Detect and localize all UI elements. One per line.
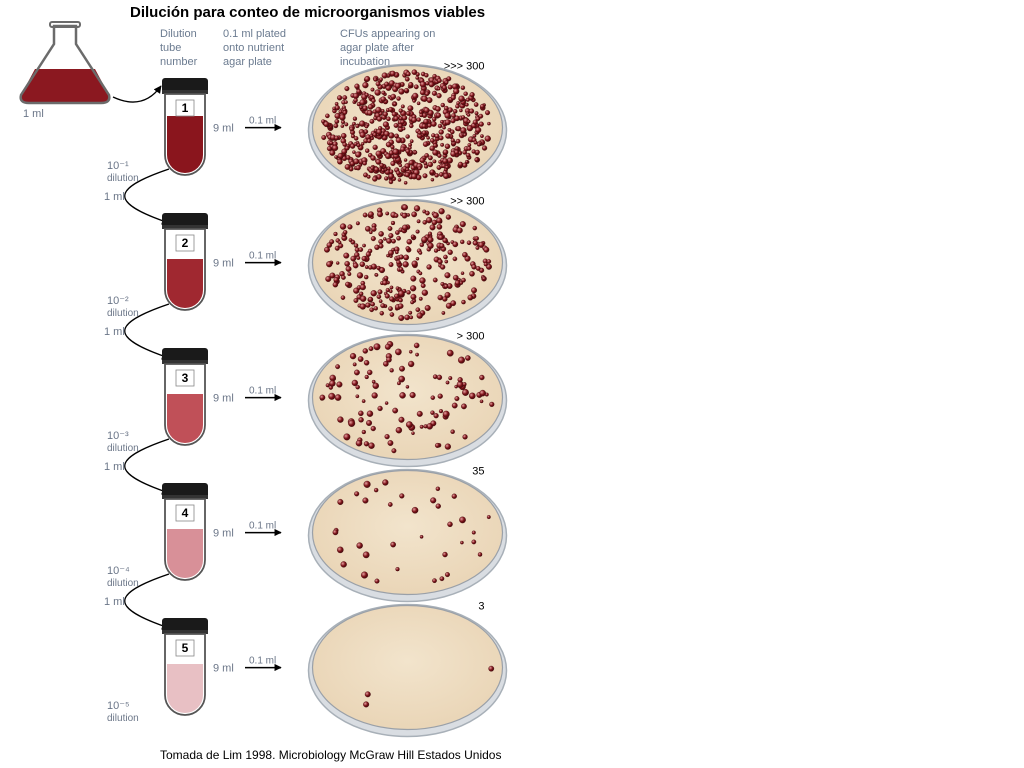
svg-text:35: 35 bbox=[472, 466, 484, 478]
svg-text:3: 3 bbox=[182, 371, 189, 385]
dilution-diagram: 1 ml110⁻¹dilution9 ml0.1 ml>>> 3001 ml21… bbox=[0, 0, 1024, 768]
flask bbox=[21, 22, 161, 103]
svg-text:0.1 ml: 0.1 ml bbox=[249, 251, 276, 262]
svg-text:0.1 ml: 0.1 ml bbox=[249, 116, 276, 127]
svg-text:dilution: dilution bbox=[107, 173, 139, 184]
svg-text:9 ml: 9 ml bbox=[213, 393, 234, 405]
svg-text:10⁻⁵: 10⁻⁵ bbox=[107, 700, 130, 712]
svg-text:10⁻¹: 10⁻¹ bbox=[107, 160, 129, 172]
svg-text:10⁻³: 10⁻³ bbox=[107, 430, 129, 442]
svg-text:10⁻⁴: 10⁻⁴ bbox=[107, 565, 130, 577]
svg-text:dilution: dilution bbox=[107, 308, 139, 319]
svg-text:dilution: dilution bbox=[107, 578, 139, 589]
dilution-row-5: 5 10⁻⁵dilution bbox=[107, 605, 507, 737]
svg-text:2: 2 bbox=[182, 236, 189, 250]
svg-text:dilution: dilution bbox=[107, 713, 139, 724]
svg-text:>>> 300: >>> 300 bbox=[444, 61, 485, 73]
svg-text:1 ml: 1 ml bbox=[104, 326, 125, 338]
svg-text:9 ml: 9 ml bbox=[213, 123, 234, 135]
caption: Tomada de Lim 1998. Microbiology McGraw … bbox=[160, 748, 501, 762]
svg-text:9 ml: 9 ml bbox=[213, 258, 234, 270]
svg-text:1 ml: 1 ml bbox=[104, 596, 125, 608]
svg-text:9 ml: 9 ml bbox=[213, 663, 234, 675]
svg-text:> 300: > 300 bbox=[457, 331, 485, 343]
svg-text:1: 1 bbox=[182, 101, 189, 115]
svg-text:0.1 ml: 0.1 ml bbox=[249, 521, 276, 532]
svg-text:0.1 ml: 0.1 ml bbox=[249, 386, 276, 397]
svg-text:>> 300: >> 300 bbox=[450, 196, 484, 208]
dilution-row-2: 2 10⁻²dilution bbox=[107, 200, 507, 359]
svg-text:0.1 ml: 0.1 ml bbox=[249, 656, 276, 667]
svg-text:1 ml: 1 ml bbox=[23, 108, 44, 120]
svg-text:3: 3 bbox=[478, 601, 484, 613]
svg-text:9 ml: 9 ml bbox=[213, 528, 234, 540]
svg-text:1 ml: 1 ml bbox=[104, 461, 125, 473]
svg-text:dilution: dilution bbox=[107, 443, 139, 454]
svg-text:4: 4 bbox=[182, 506, 189, 520]
svg-text:5: 5 bbox=[182, 641, 189, 655]
dilution-row-3: 3 10⁻³dilution bbox=[107, 335, 507, 494]
svg-text:1 ml: 1 ml bbox=[104, 191, 125, 203]
dilution-row-1: 1 10⁻¹dilution bbox=[107, 65, 507, 224]
svg-text:10⁻²: 10⁻² bbox=[107, 295, 129, 307]
dilution-row-4: 4 10⁻⁴dilution bbox=[107, 470, 507, 629]
